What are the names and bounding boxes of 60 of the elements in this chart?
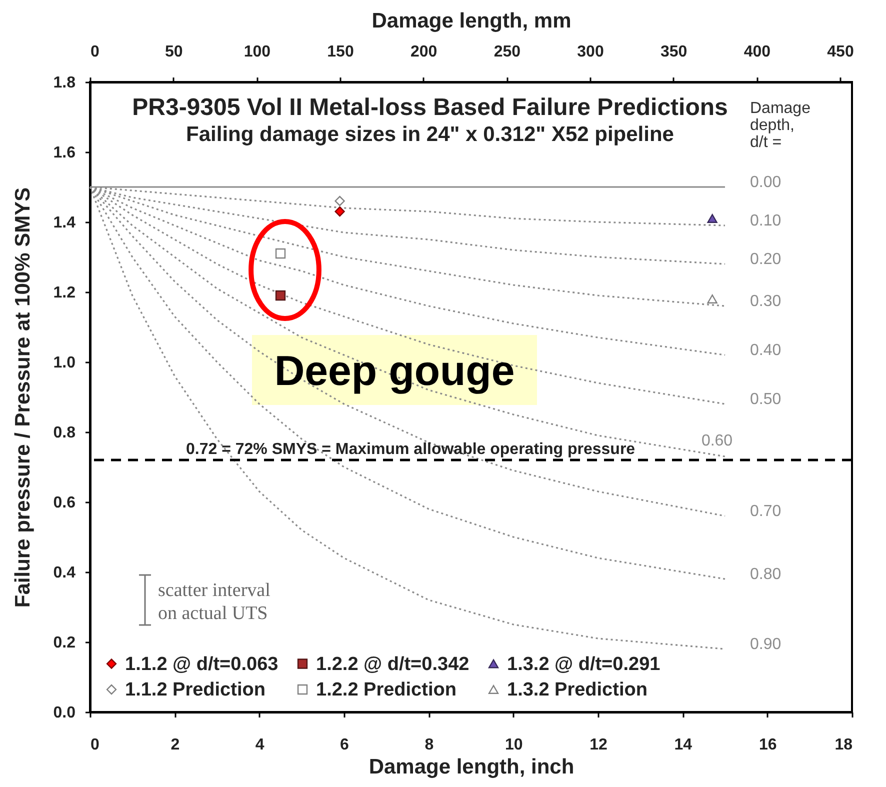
x2-tick-label: 0 (90, 44, 100, 60)
x-tick-label: 12 (590, 736, 608, 754)
x-tick-label: 0 (90, 736, 100, 754)
series-label: 0.60 (701, 432, 733, 450)
series-label: 0.40 (750, 342, 782, 359)
y-tick-label: 1.6 (53, 144, 76, 162)
x-tick-label: 2 (170, 736, 180, 754)
x-tick-label: 6 (340, 736, 350, 754)
x-tick-label: 18 (834, 736, 853, 754)
x2-tick-label: 150 (327, 44, 354, 60)
x2-tick-label: 350 (660, 44, 688, 60)
y-axis-title: Failure pressure / Pressure at 100% SMYS (11, 187, 34, 608)
series-label: 0.10 (750, 212, 782, 230)
point (334, 206, 345, 217)
point (275, 290, 286, 301)
x-tick-label: 4 (255, 736, 264, 754)
y-tick-label: 0.8 (53, 424, 76, 442)
y-tick-label: 1.8 (53, 74, 76, 92)
text: PR3-9305 Vol II Metal-loss Based Failure Predictions (132, 94, 728, 121)
legend-label: 1.2.2 @ d/t=0.342 (316, 654, 470, 675)
legend-label: 1.3.2 @ d/t=0.291 (507, 654, 661, 675)
series-label: 0.20 (750, 251, 782, 268)
x-tick-label: 8 (424, 736, 434, 754)
x2-axis-title: Damage length, mm (372, 10, 572, 32)
x2-tick-label: 250 (494, 44, 521, 60)
x2-tick-label: 450 (827, 44, 854, 60)
y-tick-label: 1.2 (53, 284, 76, 302)
series-label: 0.30 (750, 293, 782, 310)
x-tick-label: 16 (758, 736, 777, 754)
series-label: 0.50 (750, 391, 782, 408)
series-label: 0.80 (750, 566, 782, 583)
x2-tick-label: 300 (577, 44, 604, 60)
legend-label: 1.2.2 Prediction (316, 680, 456, 700)
x-tick-label: 14 (674, 736, 692, 754)
legend-label: 1.3.2 Prediction (507, 680, 648, 700)
annotation: Deep gouge (274, 347, 515, 394)
y-tick-label: 0.6 (53, 494, 76, 512)
point (275, 248, 286, 259)
x2-tick-label: 50 (164, 44, 183, 60)
annotation: Damage depth, d/t = (750, 100, 811, 151)
y-tick-label: 1.4 (53, 214, 76, 232)
series-label: 0.90 (750, 636, 782, 653)
x2-tick-label: 100 (244, 44, 271, 60)
y-tick-label: 0.0 (53, 704, 76, 722)
x2-tick-label: 400 (744, 44, 771, 60)
series-label: 0.70 (750, 503, 782, 520)
y-tick-label: 0.4 (53, 564, 76, 582)
x-tick-label: 10 (504, 736, 523, 754)
x2-tick-label: 200 (410, 44, 438, 60)
ref-line-label: 0.72 = 72% SMYS = Maximum allowable operating pressure (186, 441, 636, 458)
legend-label: 1.1.2 Prediction (125, 680, 266, 700)
point (707, 214, 718, 223)
legend-label: 1.1.2 @ d/t=0.063 (125, 654, 278, 675)
series-label: 0.00 (750, 174, 782, 191)
x-axis-title: Damage length, inch (368, 756, 574, 778)
y-tick-label: 0.2 (53, 634, 76, 652)
text: Failing damage sizes in 24" x 0.312" X52 pipeline (186, 123, 674, 146)
point (707, 294, 718, 304)
annotation: scatter interval on actual UTS (158, 580, 270, 624)
y-tick-label: 1.0 (53, 354, 76, 372)
